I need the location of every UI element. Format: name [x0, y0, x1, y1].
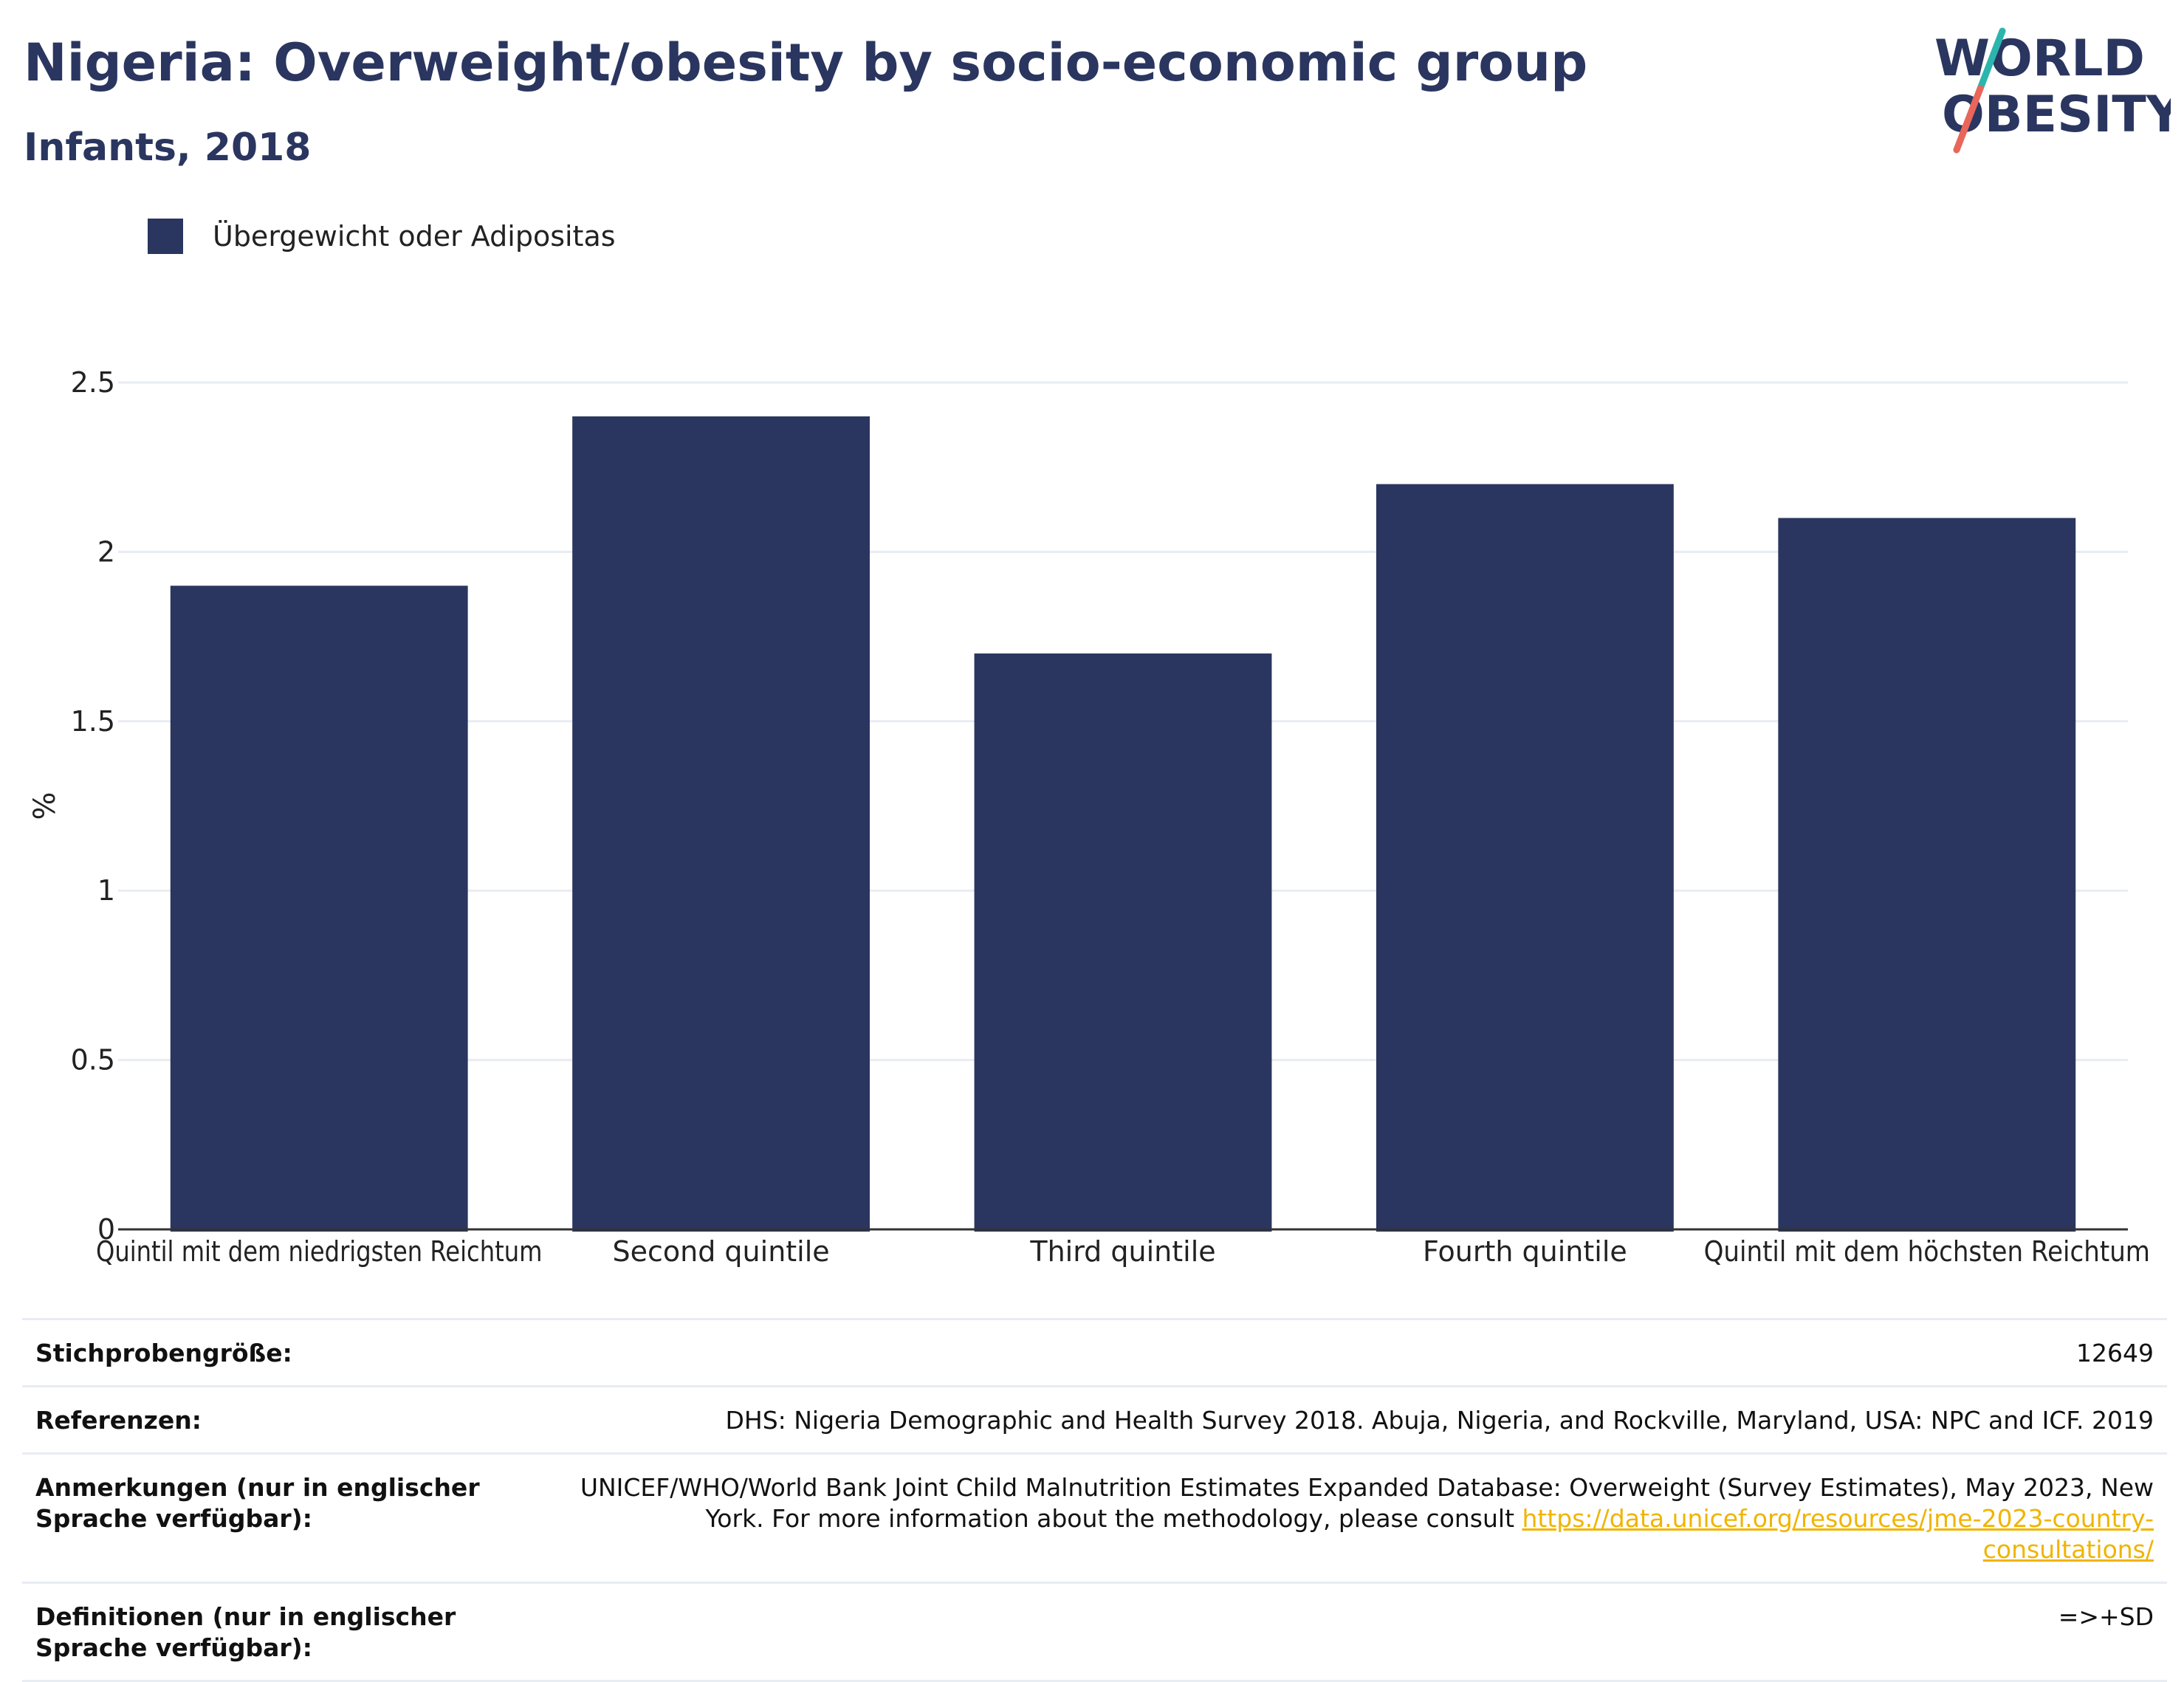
info-label: Stichprobengröße:: [35, 1339, 292, 1367]
y-tick-label: 1.5: [71, 705, 115, 738]
info-label: Referenzen:: [35, 1406, 202, 1435]
bar[interactable]: [170, 586, 468, 1232]
bar-chart: 0 0.5 1 1.5 2 2.5% Quintil mit dem niedrigsten…: [28, 366, 2150, 1268]
chart-title: Nigeria: Overweight/obesity by socio-eco…: [24, 32, 1588, 93]
info-row-sample-size: Stichprobengröße: 12649: [22, 1318, 2167, 1385]
bar[interactable]: [1376, 484, 1674, 1232]
methodology-link[interactable]: https://data.unicef.org/resources/jme-20…: [1522, 1504, 2154, 1564]
bar[interactable]: [1778, 518, 2076, 1232]
chart-subtitle: Infants, 2018: [24, 126, 312, 170]
legend-swatch: [148, 219, 183, 254]
world-obesity-logo: WORLD OBESITY: [1934, 27, 2171, 154]
info-value: DHS: Nigeria Demographic and Health Surv…: [725, 1406, 2154, 1435]
x-tick-label: Third quintile: [1029, 1235, 1215, 1268]
x-tick-label: Second quintile: [613, 1235, 830, 1268]
x-tick-label: Fourth quintile: [1423, 1235, 1627, 1268]
chart-legend[interactable]: Übergewicht oder Adipositas: [148, 219, 616, 254]
info-value: UNICEF/WHO/World Bank Joint Child Malnut…: [566, 1472, 2154, 1565]
info-row-notes: Anmerkungen (nur in englischer Sprache v…: [22, 1452, 2167, 1582]
bar[interactable]: [974, 653, 1272, 1232]
info-label: Definitionen (nur in englischer Sprache …: [35, 1602, 456, 1662]
y-tick-label: 2.5: [71, 366, 115, 399]
info-value: =>+SD: [2058, 1602, 2154, 1631]
logo-slash-bottom: [1953, 85, 1984, 154]
bar[interactable]: [572, 416, 870, 1232]
x-tick-label: Quintil mit dem niedrigsten Reichtum: [96, 1235, 542, 1268]
y-tick-label: 0.5: [71, 1044, 115, 1077]
info-table: Stichprobengröße: 12649 Referenzen: DHS:…: [22, 1318, 2167, 1682]
y-tick-label: 1: [97, 874, 115, 907]
y-axis-label: %: [28, 792, 62, 820]
notes-text: UNICEF/WHO/World Bank Joint Child Malnut…: [580, 1473, 2154, 1533]
info-value: 12649: [2076, 1339, 2154, 1367]
logo-line-1: WORLD: [1934, 30, 2145, 88]
info-row-definitions: Definitionen (nur in englischer Sprache …: [22, 1582, 2167, 1682]
x-tick-label: Quintil mit dem höchsten Reichtum: [1704, 1235, 2150, 1268]
logo-slash-top: [1977, 27, 2006, 92]
legend-label: Übergewicht oder Adipositas: [213, 220, 616, 253]
info-row-references: Referenzen: DHS: Nigeria Demographic and…: [22, 1385, 2167, 1452]
y-tick-label: 0: [97, 1213, 115, 1246]
info-label: Anmerkungen (nur in englischer Sprache v…: [35, 1473, 480, 1533]
y-tick-label: 2: [97, 535, 115, 568]
